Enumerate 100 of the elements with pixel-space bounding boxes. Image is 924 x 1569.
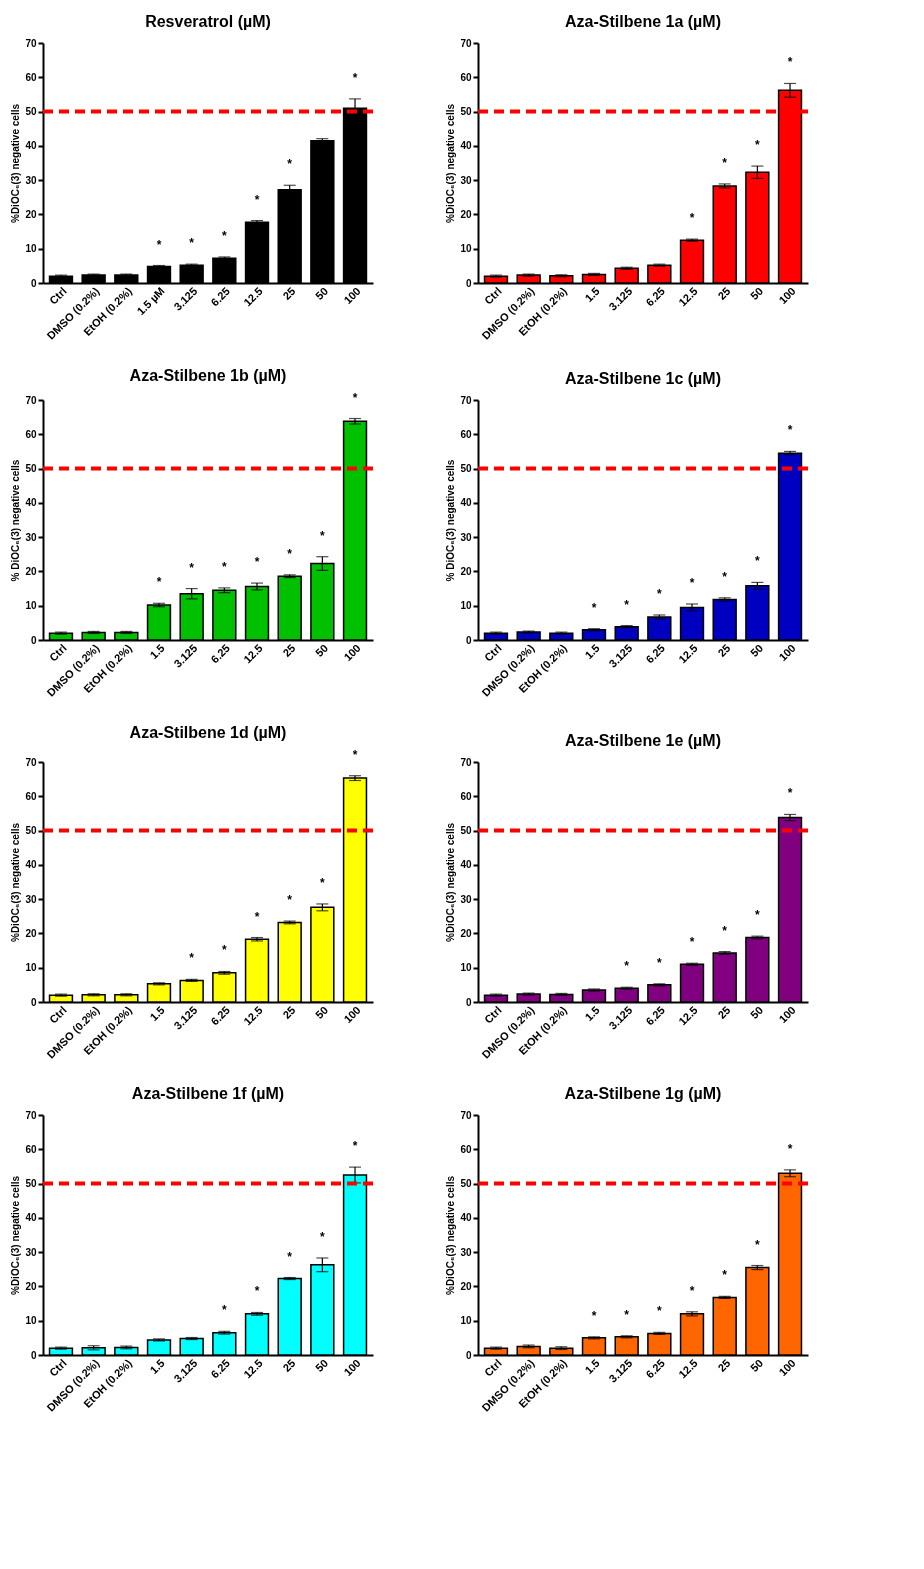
y-axis-title: %DiOC₆(3) negative cells bbox=[10, 103, 22, 224]
y-tick-label: 50 bbox=[460, 463, 472, 475]
y-tick-label: 40 bbox=[460, 1212, 472, 1224]
annotation: * bbox=[254, 555, 260, 570]
x-tick-label: 25 bbox=[715, 284, 733, 302]
annotation: * bbox=[591, 600, 597, 615]
chart-title: Resveratrol (µM) bbox=[145, 13, 271, 30]
x-tick-label: 100 bbox=[776, 1356, 798, 1379]
annotation: * bbox=[722, 155, 728, 170]
y-tick-label: 40 bbox=[25, 140, 37, 152]
annotation: * bbox=[156, 237, 162, 252]
annotation: * bbox=[222, 1303, 227, 1318]
y-tick-label: 0 bbox=[465, 996, 472, 1008]
x-tick-label: 100 bbox=[776, 641, 798, 664]
annotation: * bbox=[722, 569, 728, 584]
y-tick-label: 20 bbox=[460, 565, 472, 577]
annotation: * bbox=[689, 576, 695, 590]
x-tick-label: 25 bbox=[280, 641, 298, 659]
x-tick-label: 25 bbox=[715, 641, 733, 659]
y-tick-label: 30 bbox=[460, 174, 472, 186]
y-tick-label: 70 bbox=[460, 37, 472, 49]
annotation: * bbox=[722, 1268, 728, 1283]
annotation: * bbox=[689, 1283, 695, 1298]
y-tick-label: 10 bbox=[25, 1315, 37, 1327]
y-tick-label: 50 bbox=[460, 825, 472, 837]
y-tick-label: 70 bbox=[460, 756, 472, 768]
y-tick-label: 10 bbox=[460, 243, 472, 255]
x-tick-label: 50 bbox=[312, 1356, 331, 1374]
y-tick-label: 20 bbox=[460, 208, 472, 220]
chart-title: Aza-Stilbene 1f (µM) bbox=[131, 1085, 285, 1102]
x-tick-label: Ctrl bbox=[481, 1356, 504, 1379]
x-tick-label: 50 bbox=[747, 641, 766, 659]
y-axis-title: %DiOC₆(3) negative cells bbox=[10, 822, 22, 943]
y-tick-label: 0 bbox=[30, 996, 37, 1008]
y-tick-label: 60 bbox=[460, 71, 472, 83]
y-tick-label: 50 bbox=[25, 1178, 37, 1190]
y-tick-label: 20 bbox=[25, 1280, 37, 1292]
x-tick-label: 1.5 bbox=[147, 1356, 167, 1377]
y-tick-label: 0 bbox=[465, 634, 472, 646]
y-tick-label: 10 bbox=[25, 243, 37, 255]
x-tick-label: Ctrl bbox=[46, 1356, 69, 1379]
x-tick-label: 1.5 µM bbox=[134, 284, 167, 318]
y-tick-label: 40 bbox=[25, 859, 37, 871]
y-tick-label: 40 bbox=[460, 140, 472, 152]
annotation: * bbox=[352, 70, 358, 85]
annotation: * bbox=[352, 747, 358, 762]
x-tick-label: 100 bbox=[776, 284, 798, 307]
annotation: * bbox=[591, 1308, 597, 1323]
y-tick-label: 60 bbox=[25, 1143, 37, 1155]
y-tick-label: 60 bbox=[460, 428, 472, 440]
y-tick-label: 30 bbox=[25, 893, 37, 905]
annotation: * bbox=[254, 192, 260, 207]
y-tick-label: 70 bbox=[460, 1109, 472, 1121]
x-tick-label: 100 bbox=[776, 1003, 798, 1026]
y-axis-title: %DiOC₆(3) negative cells bbox=[445, 1175, 457, 1296]
annotation: * bbox=[657, 586, 662, 601]
y-tick-label: 0 bbox=[30, 634, 37, 646]
x-tick-label: 1.5 bbox=[582, 641, 602, 662]
y-tick-label: 40 bbox=[25, 497, 37, 509]
chart-title: Aza-Stilbene 1e (µM) bbox=[565, 732, 721, 749]
annotation: * bbox=[189, 951, 195, 966]
annotation: * bbox=[624, 959, 630, 974]
x-tick-label: 1.5 bbox=[147, 641, 167, 662]
annotation: * bbox=[787, 1141, 793, 1156]
annotation: * bbox=[320, 1229, 326, 1244]
annotation: * bbox=[755, 138, 761, 153]
annotation: * bbox=[755, 1237, 761, 1252]
y-tick-label: 50 bbox=[460, 1178, 472, 1190]
chart-title: Aza-Stilbene 1d (µM) bbox=[129, 723, 287, 741]
y-tick-label: 60 bbox=[460, 1143, 472, 1155]
x-tick-label: Ctrl bbox=[46, 641, 69, 664]
y-tick-label: 70 bbox=[25, 394, 37, 406]
y-tick-label: 10 bbox=[460, 600, 472, 612]
annotation: * bbox=[254, 1284, 260, 1299]
y-tick-label: 40 bbox=[460, 859, 472, 871]
y-tick-label: 50 bbox=[460, 106, 472, 118]
y-axis-title: %DiOC₆(3) negative cells bbox=[10, 1175, 22, 1296]
y-tick-label: 50 bbox=[25, 463, 37, 475]
y-axis-title: %DiOC₆(3) negative cells bbox=[445, 822, 457, 943]
annotation: * bbox=[320, 875, 326, 890]
x-tick-label: 50 bbox=[312, 284, 331, 302]
x-tick-label: 100 bbox=[341, 1003, 363, 1026]
x-tick-label: 1.5 bbox=[582, 284, 602, 305]
annotation: * bbox=[755, 554, 761, 569]
y-tick-label: 60 bbox=[25, 428, 37, 440]
y-tick-label: 60 bbox=[25, 790, 37, 802]
y-tick-label: 70 bbox=[25, 1109, 37, 1121]
y-tick-label: 0 bbox=[30, 277, 37, 289]
x-tick-label: 100 bbox=[341, 284, 363, 307]
chart-title: Aza-Stilbene 1a (µM) bbox=[565, 13, 721, 30]
annotation: * bbox=[287, 546, 293, 561]
annotation: * bbox=[624, 1307, 630, 1322]
y-tick-label: 0 bbox=[30, 1349, 37, 1361]
annotation: * bbox=[320, 528, 326, 543]
y-tick-label: 20 bbox=[460, 927, 472, 939]
y-tick-label: 30 bbox=[25, 174, 37, 186]
x-tick-label: Ctrl bbox=[481, 641, 504, 664]
annotation: * bbox=[222, 559, 227, 574]
y-axis-title: % DiOC₆(3) negative cells bbox=[445, 459, 457, 582]
chart-title: Aza-Stilbene 1c (µM) bbox=[565, 370, 721, 387]
